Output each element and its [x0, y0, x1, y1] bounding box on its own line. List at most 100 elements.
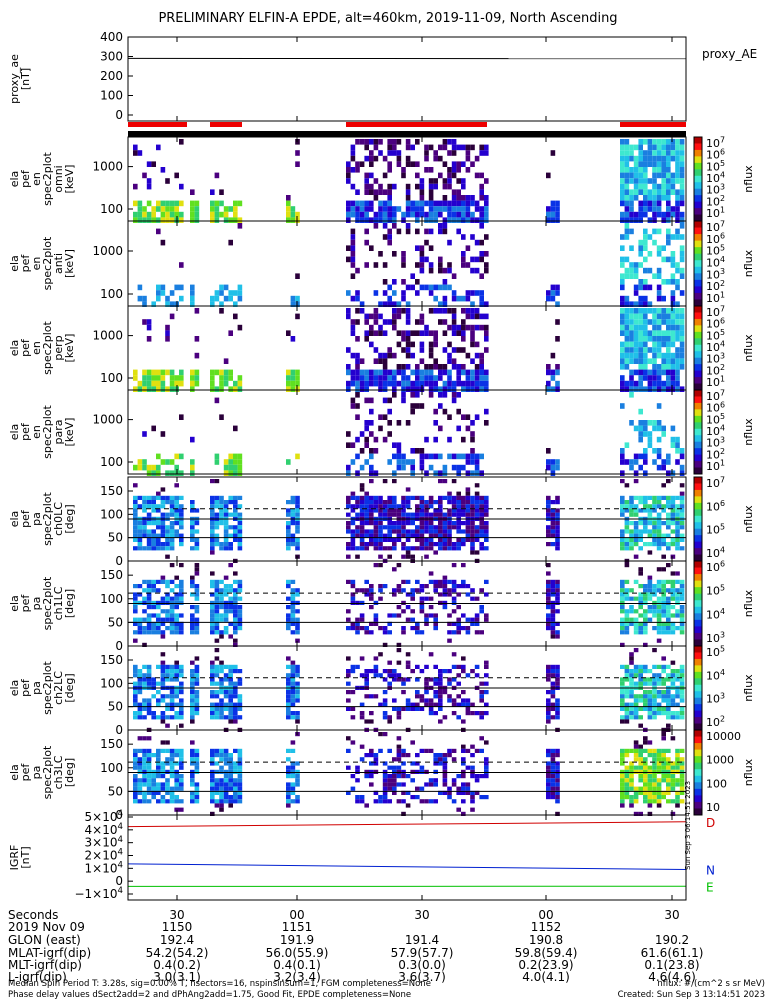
spectrogram-cell [146, 782, 152, 787]
spectrogram-cell [647, 150, 653, 156]
spectrogram-cell [546, 673, 551, 678]
y-axis-label: [keV] [63, 334, 76, 363]
spectrogram-cell [174, 533, 179, 538]
spectrogram-cell [661, 295, 666, 302]
table-cell: 1150 [162, 920, 193, 934]
spectrogram-cell [133, 521, 138, 526]
spectrogram-cell [620, 609, 625, 614]
spectrogram-cell [364, 626, 369, 631]
spectrogram-cell [470, 144, 475, 151]
spectrogram-cell [656, 711, 662, 716]
colorbar-label: nflux [742, 418, 755, 446]
spectrogram-cell [620, 782, 625, 787]
spectrogram-cell [364, 630, 369, 635]
spectrogram-cell [146, 681, 152, 686]
spectrogram-cell [670, 375, 676, 381]
colorbar-cell [694, 306, 702, 313]
spectrogram-cell [647, 442, 653, 448]
spectrogram-cell [382, 715, 388, 720]
spectrogram-cell [451, 479, 457, 484]
spectrogram-cell [401, 172, 406, 179]
spectrogram-cell [656, 638, 662, 643]
spectrogram-cell [474, 596, 480, 601]
spectrogram-cell [461, 698, 466, 703]
colorbar-cell [694, 496, 702, 504]
spectrogram-cell [396, 512, 402, 517]
spectrogram-cell [137, 706, 143, 711]
spectrogram-cell [378, 330, 383, 336]
table-cell: 00 [538, 908, 553, 922]
spectrogram-cell [647, 609, 653, 614]
spectrogram-cell [643, 453, 648, 460]
spectrogram-cell [286, 782, 291, 787]
spectrogram-cell [470, 508, 475, 513]
spectrogram-cell [666, 546, 671, 551]
spectrogram-cell [137, 790, 143, 795]
spectrogram-cell [442, 347, 448, 353]
spectrogram-cell [675, 600, 680, 605]
spectrogram-cell [550, 470, 556, 476]
spectrogram-cell [647, 790, 653, 795]
spectrogram-cell [364, 211, 369, 218]
spectrogram-cell [194, 369, 200, 376]
spectrogram-cell [479, 542, 484, 547]
spectrogram-cell [643, 765, 648, 770]
spectrogram-cell [456, 605, 461, 610]
spectrogram-cell [396, 673, 402, 678]
spectrogram-cell [346, 698, 351, 703]
spectrogram-cell [666, 748, 671, 753]
spectrogram-cell [223, 504, 229, 509]
y-axis-label: [deg] [63, 758, 76, 787]
spectrogram-cell [401, 262, 406, 268]
spectrogram-cell [442, 206, 448, 212]
spectrogram-cell [179, 295, 184, 302]
spectrogram-cell [179, 664, 184, 669]
spectrogram-cell [401, 521, 406, 526]
spectrogram-cell [156, 290, 161, 296]
spectrogram-cell [550, 459, 556, 465]
spectrogram-cell [620, 681, 625, 686]
spectrogram-cell [428, 330, 434, 336]
spectrogram-cell [165, 613, 170, 618]
spectrogram-cell [286, 681, 291, 686]
spectrogram-cell [346, 626, 351, 631]
spectrogram-cell [405, 223, 411, 229]
spectrogram-cell [415, 369, 420, 376]
spectrogram-cell [447, 262, 452, 268]
spectrogram-cell [666, 172, 671, 179]
spectrogram-cell [656, 228, 662, 235]
spectrogram-cell [638, 706, 643, 711]
spectrogram-cell [233, 642, 238, 647]
spectrogram-cell [424, 500, 429, 505]
spectrogram-cell [465, 375, 471, 381]
spectrogram-cell [169, 301, 175, 307]
spectrogram-cell [169, 626, 175, 631]
spectrogram-cell [661, 656, 666, 661]
spectrogram-cell [419, 206, 425, 212]
colorbar-tick-label: 103 [706, 631, 725, 645]
spectrogram-cell [382, 301, 388, 307]
spectrogram-cell [484, 761, 489, 766]
spectrogram-cell [359, 600, 365, 605]
spectrogram-cell [160, 380, 166, 387]
spectrogram-cell [295, 592, 300, 597]
spectrogram-cell [656, 790, 662, 795]
spectrogram-cell [214, 453, 220, 460]
spectrogram-cell [401, 217, 406, 223]
spectrogram-cell [484, 512, 489, 517]
spectrogram-cell [137, 380, 143, 387]
spectrogram-cell [401, 630, 406, 635]
spectrogram-cell [428, 386, 434, 392]
spectrogram-cell [670, 139, 676, 145]
spectrogram-cell [666, 308, 671, 314]
spectrogram-cell [643, 448, 648, 454]
spectrogram-cell [382, 690, 388, 695]
spectrogram-cell [679, 172, 685, 179]
spectrogram-cell [555, 533, 560, 538]
science-zone-bar [210, 122, 242, 127]
spectrogram-cell [442, 144, 448, 151]
spectrogram-cell [142, 617, 147, 622]
spectrogram-cell [656, 542, 662, 547]
spectrogram-cell [633, 189, 639, 195]
spectrogram-cell [290, 761, 296, 766]
